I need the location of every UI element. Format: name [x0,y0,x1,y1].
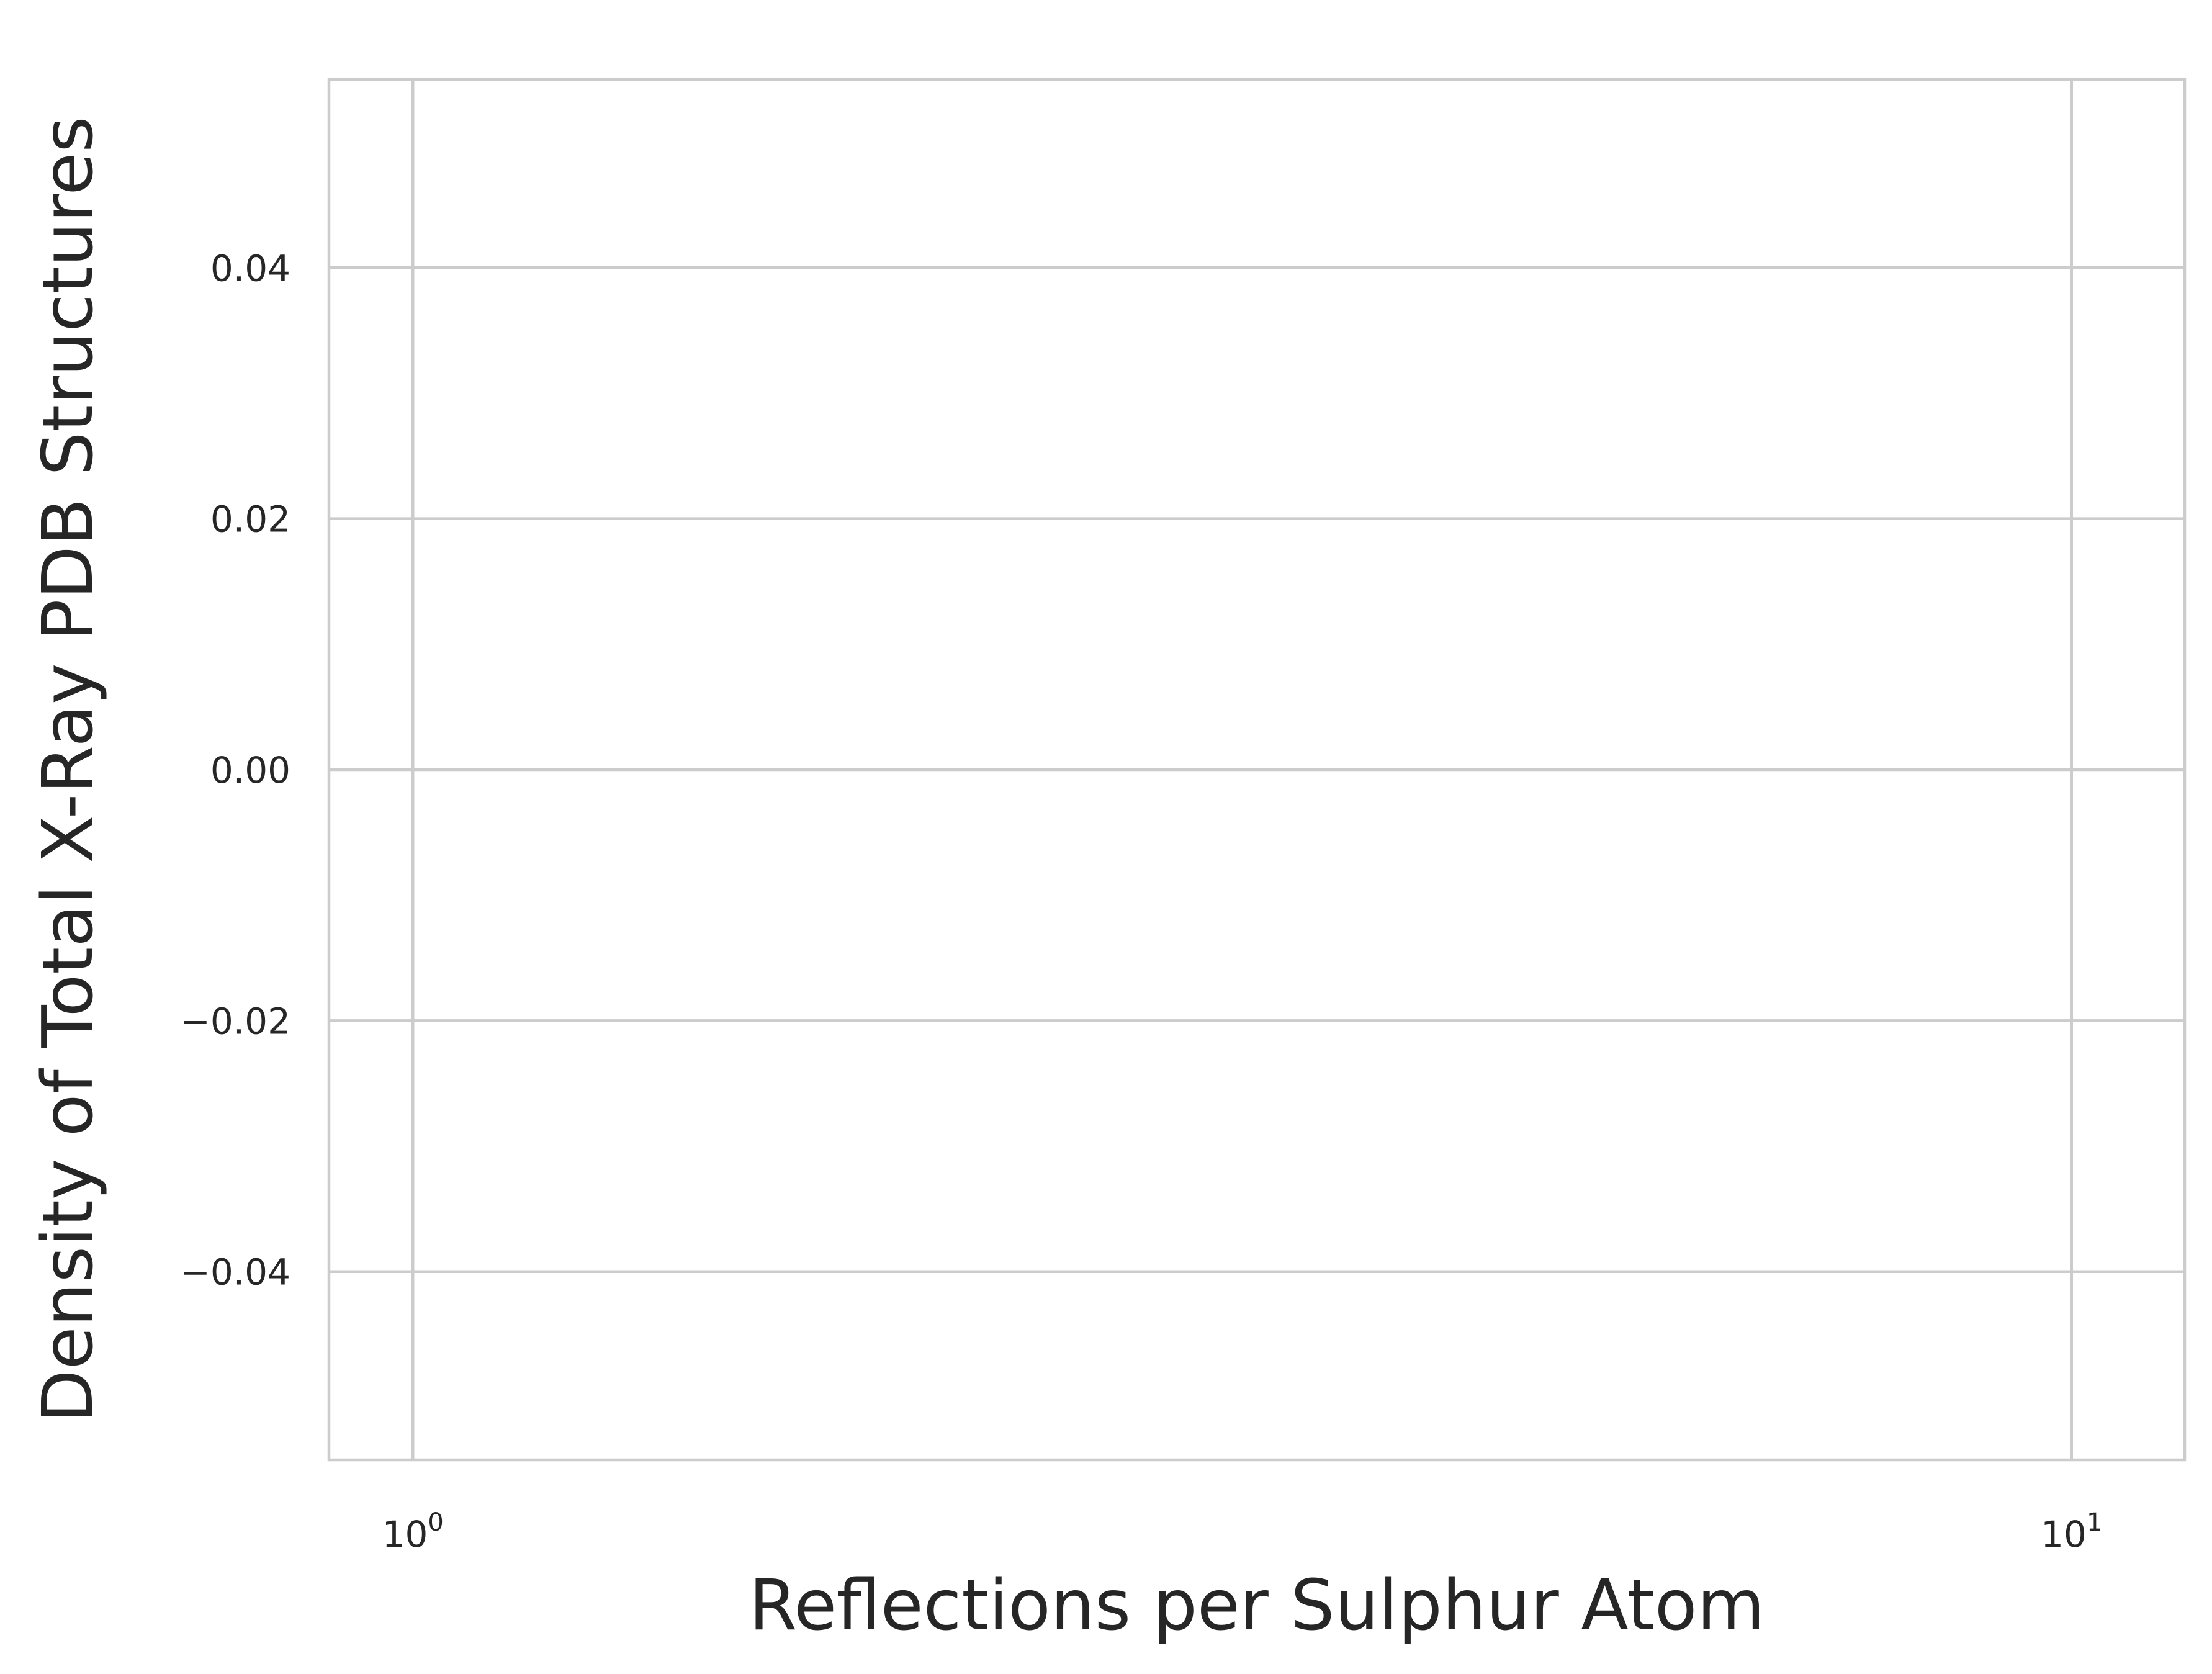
x-tick-label: 101 [2041,1508,2102,1555]
y-tick-label: 0.04 [210,247,290,289]
y-axis-label: Density of Total X-Ray PDB Structures [28,116,109,1423]
x-tick-base: 10 [2041,1513,2087,1555]
x-tick-label: 100 [382,1508,444,1555]
y-tick-label: 0.00 [210,749,290,791]
plot-frame [327,78,2187,1462]
x-tick-exponent: 0 [428,1508,443,1537]
y-tick-label: −0.02 [180,1000,290,1042]
x-axis-label: Reflections per Sulphur Atom [749,1565,1765,1646]
x-tick-exponent: 1 [2087,1508,2102,1537]
y-tick-label: 0.02 [210,498,290,541]
y-grid [329,266,2185,1273]
x-tick-base: 10 [382,1513,428,1555]
x-tick-labels: 100 101 [382,1508,2103,1555]
y-tick-labels: −0.04 −0.02 0.00 0.02 0.04 [180,247,290,1293]
y-tick-label: −0.04 [180,1251,290,1294]
